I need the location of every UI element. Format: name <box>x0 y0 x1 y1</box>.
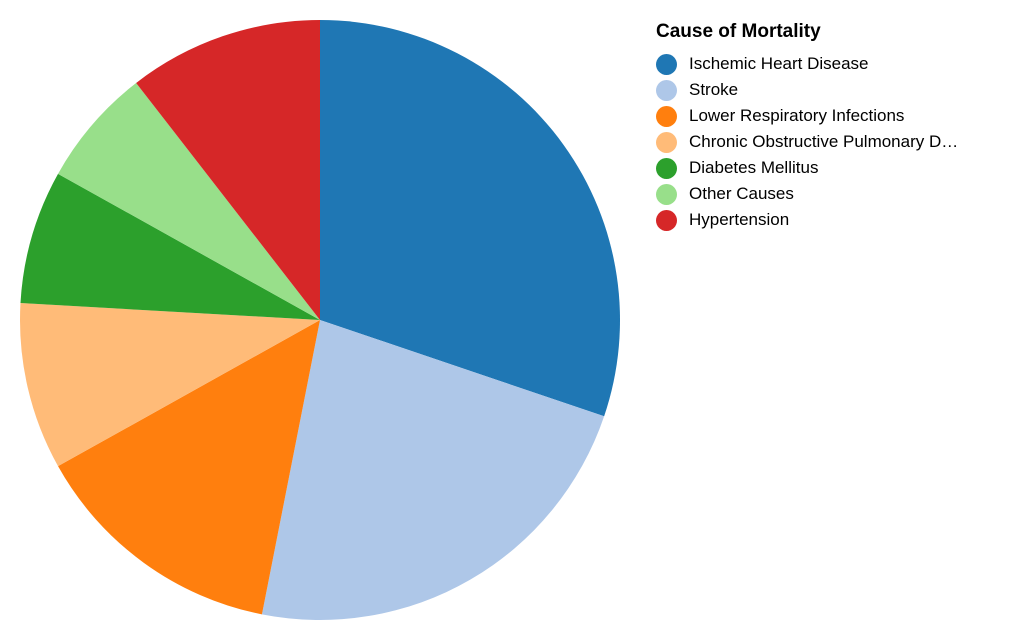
legend-swatch <box>656 209 677 231</box>
legend-item: Stroke <box>656 77 1016 103</box>
pie-chart <box>19 20 620 621</box>
pie-slice-ischemic-heart-disease <box>320 20 620 417</box>
legend-swatch <box>656 157 677 179</box>
pie-slices <box>19 20 620 621</box>
legend-item: Chronic Obstructive Pulmonary D… <box>656 129 1016 155</box>
pie-slice-chronic-obstructive-pulmonary-d <box>19 303 321 467</box>
legend-swatch <box>656 183 677 205</box>
legend-title: Cause of Mortality <box>656 21 821 42</box>
legend-label: Other Causes <box>689 184 794 203</box>
legend-item: Ischemic Heart Disease <box>656 51 1016 77</box>
legend-label: Stroke <box>689 80 739 99</box>
legend-label: Diabetes Mellitus <box>689 158 819 177</box>
legend-swatch <box>656 131 677 153</box>
legend-label: Hypertension <box>689 210 790 229</box>
legend-item: Hypertension <box>656 207 1016 233</box>
legend-label: Lower Respiratory Infections <box>689 106 905 125</box>
legend-swatch <box>656 53 677 75</box>
legend-item: Other Causes <box>656 181 1016 207</box>
legend-swatch <box>656 105 677 127</box>
pie-slice-diabetes-mellitus <box>20 173 320 320</box>
legend: Cause of Mortality Ischemic Heart Diseas… <box>656 20 1016 233</box>
legend-label: Ischemic Heart Disease <box>689 54 869 73</box>
pie-slice-other-causes <box>58 82 321 320</box>
legend-label: Chronic Obstructive Pulmonary D… <box>689 132 959 151</box>
legend-item: Lower Respiratory Infections <box>656 103 1016 129</box>
legend-items: Ischemic Heart Disease Stroke Lower Respir… <box>656 51 1016 233</box>
pie-slice-hypertension <box>136 20 320 320</box>
legend-swatch <box>656 79 677 101</box>
pie-slice-stroke <box>261 320 605 621</box>
legend-item: Diabetes Mellitus <box>656 155 1016 181</box>
pie-slice-lower-respiratory-infections <box>58 320 321 615</box>
